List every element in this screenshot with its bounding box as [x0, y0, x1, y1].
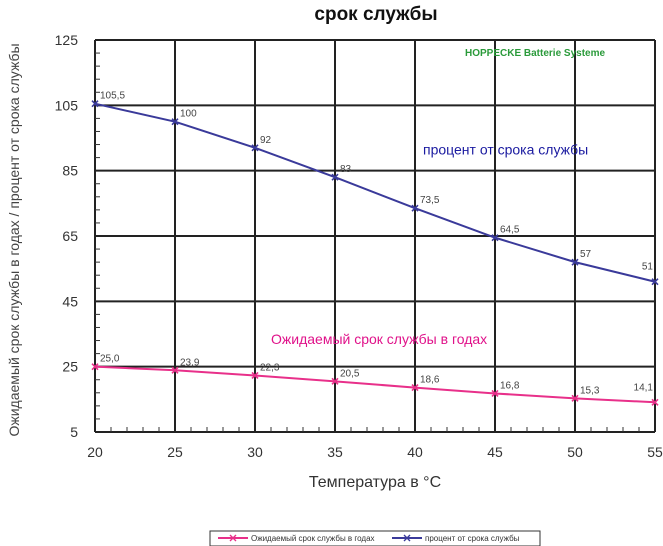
data-label: 22,3 — [260, 362, 280, 373]
x-tick-labels: 20 25 30 35 40 45 50 55 — [87, 444, 663, 460]
x-tick-label: 25 — [167, 444, 183, 460]
series-annotation: процент от срока службы — [423, 141, 588, 157]
y-tick-labels: 5 25 45 65 85 105 125 — [55, 32, 79, 440]
data-point-marker — [171, 118, 179, 126]
data-label: 14,1 — [634, 382, 654, 393]
x-tick-label: 50 — [567, 444, 583, 460]
data-point-marker — [331, 377, 339, 385]
y-tick-label: 5 — [70, 424, 78, 440]
x-tick-label: 35 — [327, 444, 343, 460]
data-point-marker — [491, 234, 499, 242]
data-point-marker — [251, 371, 259, 380]
data-label: 83 — [340, 164, 352, 175]
data-label: 51 — [642, 262, 654, 273]
data-point-marker — [411, 204, 419, 212]
data-label: 57 — [580, 249, 592, 260]
data-label: 92 — [260, 135, 272, 146]
watermark-text: HOPPECKE Batterie Systeme — [465, 48, 605, 59]
data-label: 105,5 — [100, 91, 125, 102]
x-tick-label: 45 — [487, 444, 503, 460]
data-point-marker — [571, 394, 579, 402]
y-tick-label: 105 — [55, 97, 79, 113]
x-tick-label: 40 — [407, 444, 423, 460]
y-tick-label: 65 — [62, 228, 78, 244]
data-point-marker — [491, 389, 499, 398]
series-line — [94, 365, 656, 404]
series-annotation: Ожидаемый срок службы в годах — [271, 331, 487, 347]
minor-ticks — [95, 52, 640, 432]
y-tick-label: 85 — [62, 163, 78, 179]
data-label: 15,3 — [580, 385, 600, 396]
x-tick-label: 55 — [647, 444, 663, 460]
y-axis-label: Ожидаемый срок службы в годах / процент … — [6, 43, 22, 436]
data-point-marker — [251, 144, 259, 152]
y-tick-label: 125 — [55, 32, 79, 48]
legend-label: Ожидаемый срок службы в годах — [251, 534, 375, 543]
data-point-marker — [91, 100, 99, 108]
data-label: 18,6 — [420, 375, 440, 386]
legend-label: процент от срока службы — [425, 534, 520, 543]
legend: Ожидаемый срок службы в годах процент от … — [209, 530, 541, 546]
legend-box — [209, 530, 541, 546]
x-tick-label: 30 — [247, 444, 263, 460]
data-label: 64,5 — [500, 225, 520, 236]
annotations: процент от срока службы Ожидаемый срок сл… — [271, 141, 588, 346]
x-axis-label: Температура в °C — [309, 474, 441, 491]
data-point-marker — [571, 258, 579, 266]
data-point-marker — [91, 363, 99, 371]
y-tick-label: 25 — [62, 359, 78, 375]
data-point-marker — [171, 366, 179, 374]
data-label: 25,0 — [100, 354, 120, 365]
data-label: 73,5 — [420, 195, 440, 206]
data-label: 100 — [180, 109, 197, 120]
y-tick-label: 45 — [62, 293, 78, 309]
x-tick-label: 20 — [87, 444, 103, 460]
data-label: 20,5 — [340, 368, 360, 379]
chart-title: срок службы — [314, 4, 437, 25]
data-point-marker — [331, 173, 339, 181]
data-label: 23,9 — [180, 357, 200, 368]
data-point-marker — [411, 384, 419, 392]
series-lines: 25,0 23,9 22,3 20,5 18,6 16,8 15,3 14,1 105,5 100… — [91, 91, 659, 406]
legend-marker — [403, 534, 411, 542]
data-label: 16,8 — [500, 380, 520, 391]
grid — [94, 39, 656, 433]
data-point-marker — [651, 278, 659, 286]
data-point-marker — [651, 398, 659, 406]
legend-marker — [229, 534, 237, 542]
series-line — [94, 102, 656, 283]
